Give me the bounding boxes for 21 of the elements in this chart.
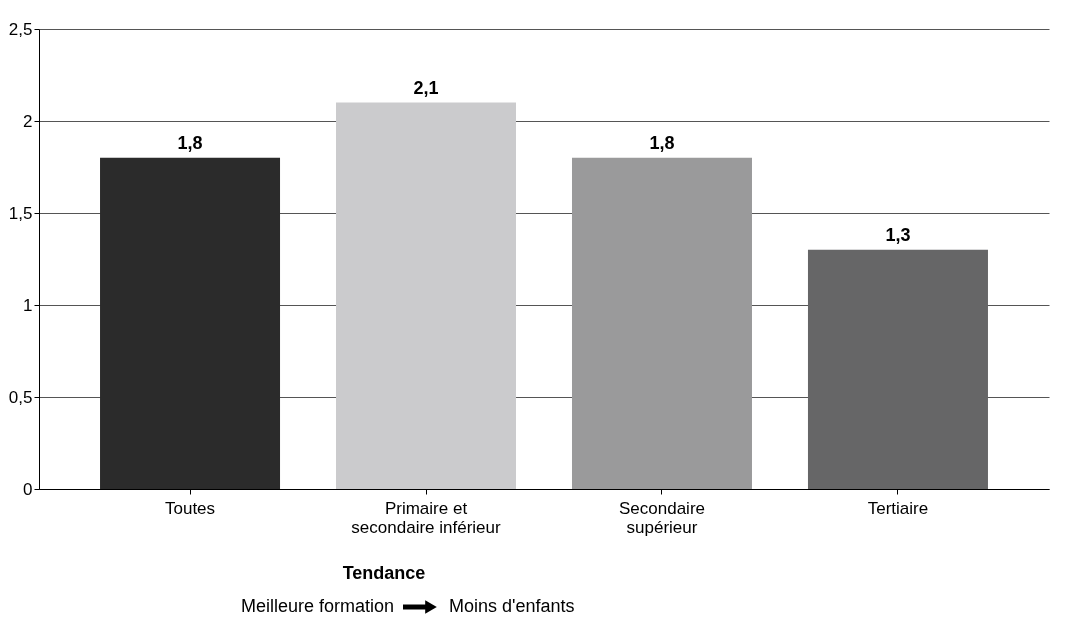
text: Meilleure formation — [240, 596, 394, 616]
y-tick-label: 1 — [23, 295, 33, 315]
data-label: 1,3 — [885, 224, 911, 245]
y-tick-label: 0,5 — [8, 387, 33, 407]
text: Moins d'enfants — [449, 596, 575, 616]
y-tick-label: 2 — [23, 111, 33, 131]
y-tick-label: 0 — [23, 479, 33, 499]
bar — [336, 102, 517, 489]
y-tick-label: 2,5 — [8, 19, 33, 39]
text: Tendance — [342, 563, 426, 583]
data-label: 1,8 — [649, 132, 675, 153]
bar — [807, 249, 988, 489]
x-tick-label: Tertiaire — [867, 498, 929, 518]
x-tick-label: Toutes — [164, 498, 216, 518]
data-label: 2,1 — [413, 77, 439, 98]
y-tick-label: 1,5 — [8, 203, 33, 223]
bar — [100, 157, 281, 489]
bar — [571, 157, 752, 489]
x-tick-label: Secondaire supérieur — [618, 498, 705, 537]
x-tick-label: Primaire et secondaire inférieur — [351, 498, 501, 537]
data-label: 1,8 — [177, 132, 203, 153]
